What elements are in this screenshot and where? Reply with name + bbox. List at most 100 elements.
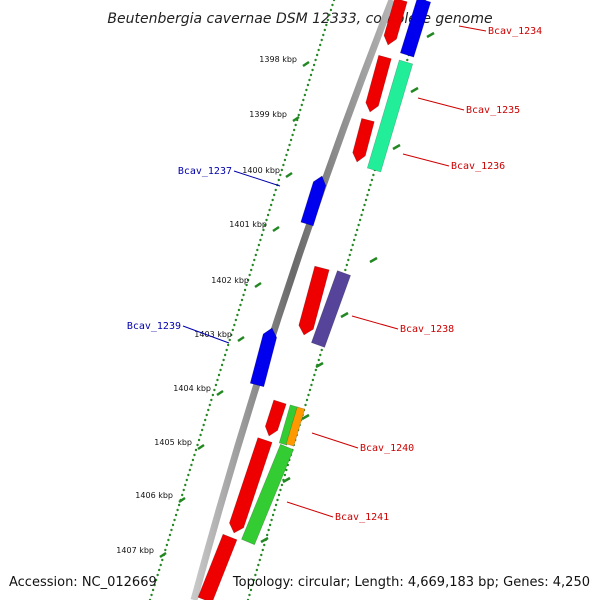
kbp-tick-label: 1401 kbp [229, 220, 267, 229]
guide-dot [314, 58, 317, 62]
accession-text: Accession: NC_012669 [9, 575, 157, 590]
guide-dot [245, 283, 248, 287]
guide-dot [353, 238, 356, 242]
guide-dot [351, 243, 354, 247]
gene-label-leader [286, 501, 334, 518]
guide-dot [197, 438, 201, 442]
guide-dot [200, 428, 204, 432]
gene-labels: Bcav_1234 Bcav_1235 Bcav_1236 Bcav_1237 Bcav… [127, 25, 542, 523]
guide-dot [156, 573, 159, 577]
gene-label: Bcav_1240 [360, 443, 414, 454]
guide-dot [300, 103, 303, 107]
gene-label: Bcav_1234 [488, 26, 542, 37]
gene-label: Bcav_1236 [451, 161, 505, 172]
guide-dot [325, 23, 328, 27]
guide-dot [236, 313, 239, 317]
guide-dot [184, 483, 187, 487]
guide-dot [240, 298, 244, 302]
guide-dot [267, 528, 270, 532]
guide-dot [350, 248, 353, 252]
guide-dot [211, 393, 215, 397]
guide-dot [312, 63, 316, 67]
gene-feature [264, 399, 287, 437]
gene-label-leader [351, 315, 399, 330]
kbp-tick-label: 1400 kbp [242, 166, 280, 175]
guide-dot [254, 253, 257, 257]
guide-dot [248, 593, 251, 597]
guide-dot [322, 33, 325, 37]
guide-dot [286, 148, 290, 152]
guide-dot [297, 113, 300, 117]
guide-dot [174, 513, 178, 517]
gene-label: Bcav_1238 [400, 324, 454, 335]
kbp-tick-label: 1407 kbp [116, 546, 154, 555]
gene-label: Bcav_1235 [466, 105, 520, 116]
guide-dot [171, 523, 175, 527]
guide-dot [271, 513, 275, 517]
gene-label-leader [182, 325, 230, 344]
guide-dot [151, 588, 155, 592]
guide-dot [191, 458, 195, 462]
gene-label: Bcav_1237 [178, 166, 232, 177]
guide-dot [216, 378, 219, 382]
kbp-tick-mark [285, 171, 293, 179]
guide-dot [311, 68, 314, 72]
guide-dot [305, 88, 308, 92]
gene-feature [229, 437, 273, 534]
guide-dot [214, 383, 218, 387]
gene-features [197, 0, 432, 600]
guide-dot [167, 538, 170, 542]
gene-feature [278, 404, 299, 446]
guide-dot [199, 433, 202, 437]
guide-dot [225, 348, 228, 352]
guide-dot [168, 533, 172, 537]
guide-dot [213, 388, 216, 392]
guide-dot [285, 153, 288, 157]
gene-label: Bcav_1239 [127, 321, 181, 332]
guide-dot [194, 448, 198, 452]
guide-dot [355, 228, 359, 232]
kbp-ticks: 1398 kbp 1399 kbp 1400 kbp 1401 kbp 1402 kbp… [116, 31, 435, 559]
guide-dot [280, 483, 284, 487]
guide-dot [348, 253, 351, 257]
guide-dot [329, 8, 333, 12]
guide-tick-mark [369, 256, 378, 264]
guide-dot [150, 593, 153, 597]
guide-dot [366, 193, 369, 197]
guide-dot [255, 568, 259, 572]
guide-dot [239, 303, 242, 307]
guide-dot [176, 508, 179, 512]
guide-dot [345, 263, 349, 267]
kbp-tick-mark [237, 335, 245, 343]
guide-dot [223, 353, 227, 357]
guide-dot [331, 3, 334, 7]
guide-dot [222, 358, 225, 362]
gene-label: Bcav_1241 [335, 512, 389, 523]
gene-label-leader [233, 170, 281, 187]
guide-dot [181, 493, 184, 497]
guide-dot [252, 578, 256, 582]
guide-dot [282, 163, 285, 167]
kbp-tick-label: 1399 kbp [249, 110, 287, 119]
guide-tick-mark [340, 311, 349, 319]
guide-dot [208, 403, 211, 407]
guide-dot [320, 348, 323, 352]
guide-dot [259, 238, 262, 242]
guide-dot [268, 208, 271, 212]
map-title: Beutenbergia cavernae DSM 12333, complet… [107, 11, 492, 27]
guide-dot [161, 558, 164, 562]
guide-dot [270, 518, 273, 522]
guide-dot [332, 0, 336, 2]
guide-dot [188, 468, 192, 472]
guide-dot [372, 173, 375, 177]
guide-dot [193, 453, 196, 457]
guide-dot [361, 208, 365, 212]
guide-dot [248, 273, 251, 277]
gene-feature [197, 533, 238, 600]
guide-dot [251, 583, 254, 587]
gene-feature [311, 270, 351, 348]
guide-dot [253, 258, 256, 262]
guide-dot [256, 248, 259, 252]
guide-dot [274, 503, 278, 507]
